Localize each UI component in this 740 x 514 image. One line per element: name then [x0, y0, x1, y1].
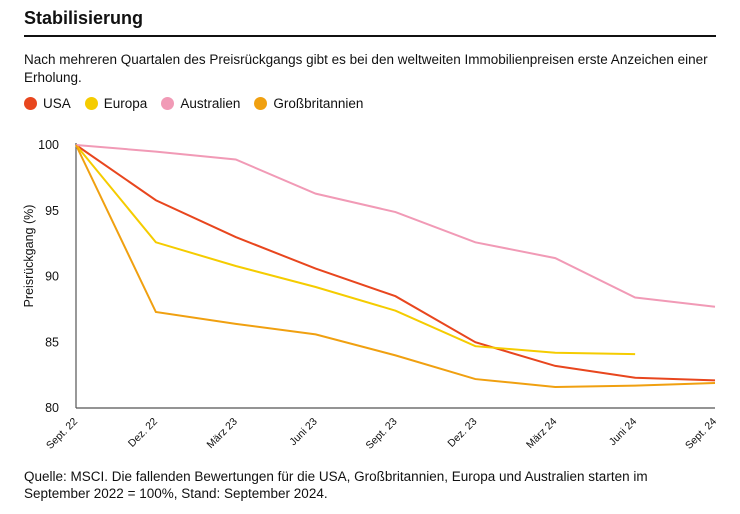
- legend-item: USA: [24, 96, 71, 111]
- legend-swatch: [161, 97, 175, 110]
- legend: USA Europa Australien Großbritannien: [24, 96, 363, 111]
- y-tick-label: 80: [45, 401, 59, 415]
- x-tick-label: Dez. 23: [445, 416, 479, 450]
- y-tick-label: 100: [38, 138, 59, 152]
- legend-label: USA: [43, 96, 71, 111]
- legend-item: Großbritannien: [254, 96, 363, 111]
- x-tick-label: März 23: [205, 416, 240, 451]
- x-tick-label: Juni 24: [607, 416, 640, 449]
- y-axis-label: Preisrückgang (%): [22, 205, 36, 308]
- x-tick-label: Juni 23: [287, 416, 320, 449]
- y-tick-label: 85: [45, 335, 59, 349]
- legend-label: Großbritannien: [273, 96, 364, 111]
- legend-label: Australien: [180, 96, 241, 111]
- series-line-australien: [75, 144, 716, 308]
- x-tick-label: Sept. 22: [44, 416, 80, 452]
- x-tick-label: Sept. 24: [683, 416, 719, 452]
- x-tick-label: März 24: [524, 416, 559, 451]
- title-divider: [24, 35, 716, 37]
- series-line-europa: [75, 144, 636, 356]
- chart-title: Stabilisierung: [24, 8, 144, 28]
- x-tick-label: Sept. 23: [363, 416, 399, 452]
- chart-subtitle: Nach mehreren Quartalen des Preisrückgan…: [24, 52, 708, 85]
- x-tick-label: Dez. 22: [126, 416, 160, 450]
- legend-item: Europa: [84, 96, 148, 111]
- series-line-usa: [75, 144, 716, 382]
- legend-label: Europa: [103, 96, 148, 111]
- y-tick-label: 90: [45, 270, 59, 284]
- line-chart: 80 85 90 95 100 Preisrückgang (%) Sept. 22 Dez.…: [22, 138, 719, 452]
- legend-item: Australien: [161, 96, 240, 111]
- legend-swatch: [254, 97, 268, 110]
- legend-swatch: [84, 97, 98, 110]
- source-note: Quelle: MSCI. Die fallenden Bewertungen …: [24, 469, 648, 501]
- legend-swatch: [24, 97, 37, 110]
- y-tick-label: 95: [45, 204, 59, 218]
- series-line-großbritannien: [75, 144, 716, 388]
